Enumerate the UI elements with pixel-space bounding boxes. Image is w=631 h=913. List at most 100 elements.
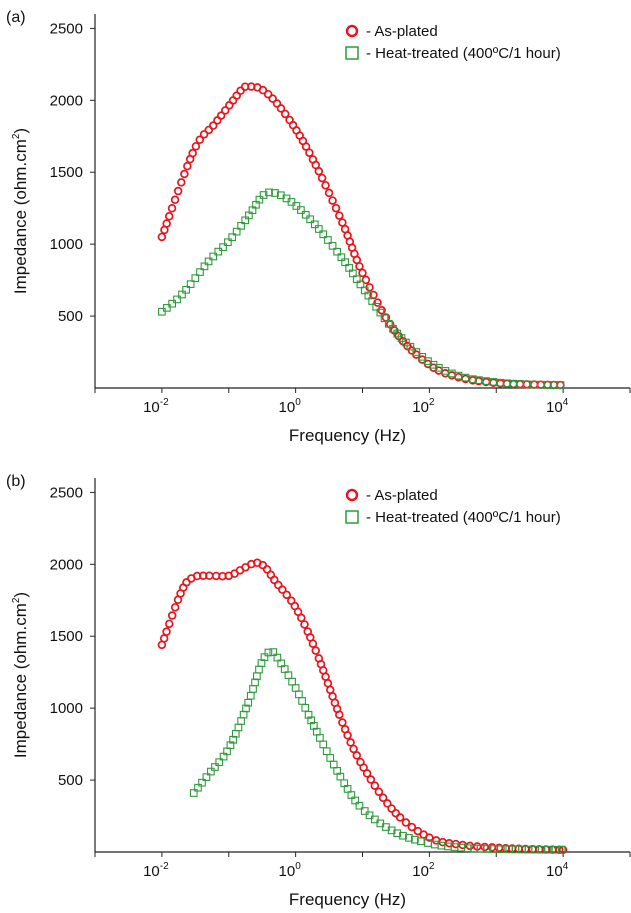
data-point xyxy=(258,560,268,570)
data-point xyxy=(537,845,546,854)
data-point xyxy=(413,826,423,836)
data-point xyxy=(399,831,407,840)
data-point xyxy=(319,740,328,749)
y-axis-title: Impedance (ohm.cm2) xyxy=(11,128,30,294)
y-axis-title-tail: ) xyxy=(11,592,30,598)
data-point xyxy=(292,202,301,210)
data-point xyxy=(333,247,341,256)
data-point xyxy=(308,639,318,648)
data-point xyxy=(356,280,365,289)
legend-label: - As-plated xyxy=(366,487,438,504)
data-point xyxy=(204,125,214,135)
data-point xyxy=(316,734,324,742)
data-point xyxy=(319,230,328,239)
data-point xyxy=(226,741,235,750)
series-heat-treated xyxy=(189,648,566,854)
data-point xyxy=(370,815,379,824)
x-tick-exp: -2 xyxy=(160,861,169,872)
data-point xyxy=(346,738,355,747)
x-tick-label: 104 xyxy=(546,861,569,880)
data-point xyxy=(557,845,566,854)
legend-label: - Heat-treated (400ºC/1 hour) xyxy=(366,45,561,62)
legend-marker-square xyxy=(345,46,359,60)
data-point xyxy=(314,166,324,176)
data-point xyxy=(384,319,393,328)
data-point xyxy=(412,348,421,356)
data-point xyxy=(237,222,245,230)
data-point xyxy=(208,121,218,130)
data-point xyxy=(366,775,376,784)
x-tick-base: 10 xyxy=(279,863,296,880)
y-axis-title-main: Impedance (ohm.cm xyxy=(11,139,30,294)
y-tick-label: 500 xyxy=(58,772,83,789)
y-tick-label: 500 xyxy=(58,308,83,325)
data-point xyxy=(278,585,287,594)
data-point xyxy=(307,716,315,725)
x-axis-title: Frequency (Hz) xyxy=(289,426,406,445)
data-point xyxy=(229,735,237,744)
data-point xyxy=(378,793,388,803)
data-point xyxy=(331,203,341,213)
data-point xyxy=(461,373,470,382)
data-point xyxy=(482,845,491,853)
data-point xyxy=(355,262,364,271)
y-axis-title-sup: 2 xyxy=(11,133,22,139)
series-heat-treated xyxy=(158,188,565,389)
data-point xyxy=(298,697,306,705)
data-point xyxy=(282,590,291,600)
x-tick-label: 104 xyxy=(546,397,569,416)
x-tick-base: 10 xyxy=(143,399,160,416)
data-point xyxy=(397,334,406,342)
data-point xyxy=(391,808,401,818)
data-point xyxy=(209,252,218,261)
data-point xyxy=(301,210,310,219)
data-point xyxy=(407,822,417,832)
data-point xyxy=(349,744,358,754)
data-point xyxy=(297,613,306,623)
data-point xyxy=(480,842,489,852)
data-point xyxy=(276,104,286,113)
y-tick-label: 2000 xyxy=(50,92,83,109)
data-point xyxy=(157,232,167,242)
legend-label: - As-plated xyxy=(366,23,438,40)
data-point xyxy=(191,274,200,282)
data-point xyxy=(182,285,190,294)
data-point xyxy=(374,787,384,797)
data-point xyxy=(529,380,539,389)
data-point xyxy=(336,772,345,781)
x-tick-exp: 2 xyxy=(429,397,435,408)
data-point xyxy=(270,575,279,585)
x-tick-base: 10 xyxy=(412,399,429,416)
data-point xyxy=(183,161,192,171)
data-point xyxy=(322,747,331,756)
data-point xyxy=(295,690,303,699)
data-point xyxy=(522,380,531,389)
y-axis-title-tail: ) xyxy=(11,128,30,134)
data-point xyxy=(202,773,211,781)
legend: - As-plated - Heat-treated (400ºC/1 hour) xyxy=(345,487,561,526)
data-point xyxy=(522,380,532,389)
data-point xyxy=(389,325,397,333)
y-tick-label: 2000 xyxy=(50,556,83,573)
data-point xyxy=(215,758,224,767)
y-tick-label: 1500 xyxy=(50,628,83,645)
data-point xyxy=(395,813,405,822)
data-point xyxy=(170,603,180,612)
data-point xyxy=(328,242,337,250)
data-point xyxy=(338,718,347,727)
data-point xyxy=(341,258,349,267)
series-as-plated xyxy=(157,82,565,390)
panel-label: (a) xyxy=(6,9,26,26)
legend-marker-square xyxy=(345,510,359,524)
data-point xyxy=(383,799,392,808)
x-tick-label: 100 xyxy=(279,397,302,416)
x-tick-base: 10 xyxy=(143,863,160,880)
y-tick-label: 2500 xyxy=(50,484,83,501)
data-point xyxy=(360,807,369,815)
data-point xyxy=(288,677,296,686)
data-point xyxy=(260,653,269,662)
